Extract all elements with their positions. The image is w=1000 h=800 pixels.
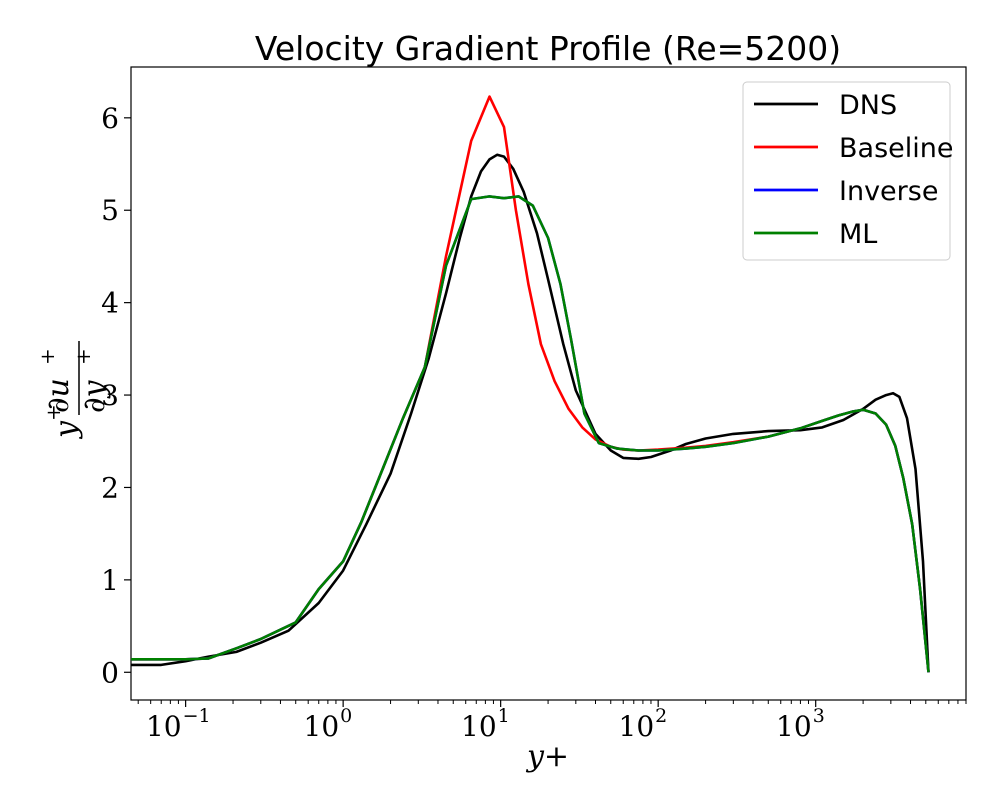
legend-box: [742, 81, 951, 261]
y-axis: 0 1 2 3 4 5 6: [101, 102, 131, 689]
y-label-numerator: ∂u: [41, 378, 76, 413]
y-tick-label: 0: [101, 656, 119, 689]
y-label-prefix-sup: +: [41, 404, 65, 421]
chart-title: Velocity Gradient Profile (Re=5200): [255, 29, 841, 68]
y-axis-label: y + ∂u + ∂y +: [35, 341, 112, 440]
y-tick-label: 2: [101, 471, 119, 504]
legend-label-dns: DNS: [839, 90, 897, 121]
series-line-dns: [131, 153, 930, 673]
x-tick-exponent: −1: [183, 705, 211, 727]
y-tick-label: 3: [101, 379, 119, 412]
x-tick-exponent: 2: [655, 705, 667, 727]
legend-label-inverse: Inverse: [839, 176, 938, 207]
y-tick-label: 4: [101, 287, 119, 320]
y-label-numerator-sup: +: [35, 348, 59, 365]
x-tick-exponent: 1: [498, 705, 510, 727]
x-axis: 10 −1 10 0 10 1 10 2 10 3: [137, 700, 967, 743]
series-line-ml: [131, 195, 930, 673]
legend-items: DNS Baseline Inverse ML: [754, 90, 953, 250]
x-tick-label: 10: [776, 710, 812, 743]
x-axis-label: y+: [525, 739, 569, 774]
y-tick-label: 1: [101, 564, 119, 597]
legend: DNS Baseline Inverse ML: [742, 81, 953, 261]
x-tick-label: 10: [619, 710, 655, 743]
legend-label-ml: ML: [839, 219, 877, 250]
x-tick-exponent: 3: [813, 705, 825, 727]
x-tick-label: 10: [304, 710, 340, 743]
x-tick-exponent: 0: [340, 705, 352, 727]
y-tick-label: 5: [101, 194, 119, 227]
y-label-denominator: ∂y: [77, 379, 112, 413]
y-label-denominator-sup: +: [71, 348, 95, 365]
y-label-prefix: y: [49, 420, 84, 440]
x-tick-label: 10: [146, 710, 182, 743]
y-tick-label: 6: [101, 102, 119, 135]
series-layer: [131, 95, 930, 673]
legend-label-baseline: Baseline: [839, 133, 953, 164]
x-tick-label: 10: [461, 710, 497, 743]
